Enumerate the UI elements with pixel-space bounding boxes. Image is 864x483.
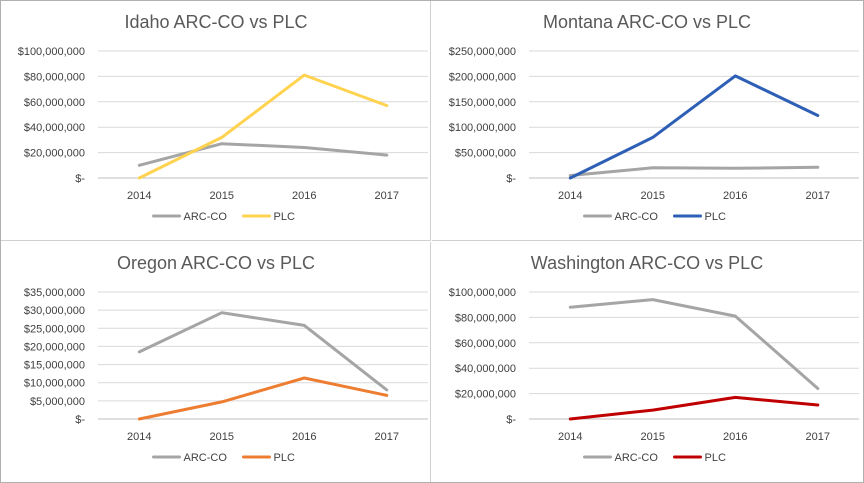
y-tick-label: $150,000,000	[449, 97, 516, 109]
y-tick-label: $80,000,000	[455, 312, 516, 324]
y-tick-label: $25,000,000	[24, 323, 85, 335]
chart-title: Washington ARC-CO vs PLC	[531, 253, 763, 273]
y-tick-label: $5,000,000	[30, 396, 85, 408]
chart-panel-oregon: Oregon ARC-CO vs PLC $- $5,000,000 $10,000…	[1, 242, 431, 482]
x-tick-label: 2014	[558, 190, 582, 202]
legend-label: PLC	[274, 211, 295, 223]
x-tick-label: 2016	[723, 431, 747, 443]
y-tick-label: $-	[506, 414, 516, 426]
legend-label: ARC-CO	[615, 211, 659, 223]
washington-chart-svg: Washington ARC-CO vs PLC $- $20,000,000 $4…	[449, 253, 859, 464]
y-tick-label: $30,000,000	[24, 305, 85, 317]
y-tick-label: $60,000,000	[24, 97, 85, 109]
legend-label: PLC	[705, 211, 726, 223]
x-tick-label: 2015	[210, 190, 234, 202]
x-tick-label: 2014	[127, 431, 151, 443]
chart-title: Montana ARC-CO vs PLC	[543, 12, 751, 32]
x-tick-label: 2016	[723, 190, 747, 202]
series-line-arc-co	[137, 311, 389, 392]
series-line-arc-co	[137, 142, 389, 167]
y-tick-label: $40,000,000	[24, 122, 85, 134]
x-tick-label: 2017	[375, 431, 399, 443]
y-tick-label: $20,000,000	[455, 389, 516, 401]
x-tick-label: 2017	[375, 190, 399, 202]
series-line-arc-co	[568, 298, 820, 390]
oregon-chart-svg: Oregon ARC-CO vs PLC $- $5,000,000 $10,000…	[24, 253, 428, 464]
y-tick-label: $200,000,000	[449, 71, 516, 83]
x-tick-label: 2017	[806, 431, 830, 443]
montana-chart-svg: Montana ARC-CO vs PLC $- $50,000,000 $100,…	[449, 12, 859, 223]
y-tick-label: $60,000,000	[455, 338, 516, 350]
x-tick-label: 2017	[806, 190, 830, 202]
y-tick-label: $100,000,000	[449, 122, 516, 134]
y-tick-label: $-	[75, 173, 85, 185]
series-line-plc	[568, 74, 820, 180]
x-tick-label: 2016	[292, 431, 316, 443]
x-tick-label: 2014	[558, 431, 582, 443]
x-tick-label: 2015	[641, 190, 665, 202]
y-tick-label: $40,000,000	[455, 363, 516, 375]
y-tick-label: $10,000,000	[24, 378, 85, 390]
y-tick-label: $80,000,000	[24, 71, 85, 83]
y-tick-label: $20,000,000	[24, 341, 85, 353]
y-tick-label: $-	[506, 173, 516, 185]
x-tick-label: 2014	[127, 190, 151, 202]
legend-label: ARC-CO	[184, 211, 228, 223]
y-tick-label: $15,000,000	[24, 360, 85, 372]
chart-panel-washington: Washington ARC-CO vs PLC $- $20,000,000 $4…	[432, 242, 862, 482]
x-tick-label: 2015	[641, 431, 665, 443]
chart-title: Idaho ARC-CO vs PLC	[124, 12, 307, 32]
y-tick-label: $-	[75, 414, 85, 426]
y-tick-label: $50,000,000	[455, 148, 516, 160]
series-line-plc	[137, 73, 389, 180]
series-line-plc	[137, 376, 389, 421]
series-line-plc	[568, 395, 820, 421]
y-tick-label: $100,000,000	[18, 46, 85, 58]
legend-label: PLC	[705, 452, 726, 464]
idaho-chart-svg: Idaho ARC-CO vs PLC $- $20,000,000 $40,000…	[18, 12, 428, 223]
legend-label: ARC-CO	[615, 452, 659, 464]
chart-title: Oregon ARC-CO vs PLC	[117, 253, 315, 273]
y-tick-label: $20,000,000	[24, 148, 85, 160]
x-tick-label: 2016	[292, 190, 316, 202]
legend-label: ARC-CO	[184, 452, 228, 464]
y-tick-label: $250,000,000	[449, 46, 516, 58]
y-tick-label: $100,000,000	[449, 287, 516, 299]
chart-panel-idaho: Idaho ARC-CO vs PLC $- $20,000,000 $40,000…	[1, 1, 431, 241]
legend-label: PLC	[274, 452, 295, 464]
y-tick-label: $35,000,000	[24, 287, 85, 299]
x-tick-label: 2015	[210, 431, 234, 443]
chart-panel-montana: Montana ARC-CO vs PLC $- $50,000,000 $100,…	[432, 1, 862, 241]
series-line-arc-co	[568, 165, 820, 177]
